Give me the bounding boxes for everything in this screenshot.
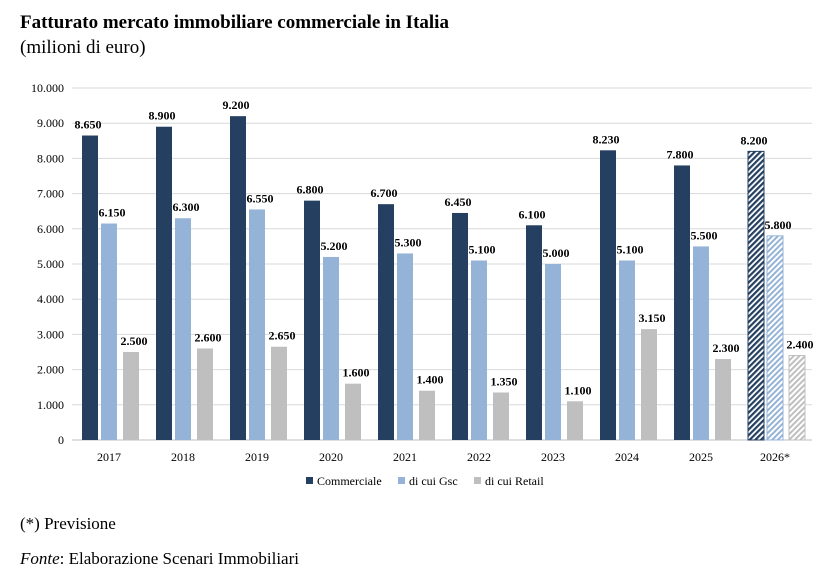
x-tick-label: 2020 (319, 450, 343, 464)
data-label: 5.500 (691, 228, 718, 242)
bar-gsc (619, 260, 635, 440)
bar-gsc (766, 235, 784, 441)
data-label: 2.600 (195, 330, 222, 344)
data-label: 6.450 (445, 195, 472, 209)
y-tick-label: 4.000 (37, 292, 64, 306)
data-label: 8.230 (593, 132, 620, 146)
data-label: 7.800 (667, 147, 694, 161)
legend-label: di cui Retail (485, 474, 544, 488)
y-tick-label: 2.000 (37, 363, 64, 377)
bar-retail (345, 383, 361, 440)
y-tick-label: 5.000 (37, 257, 64, 271)
data-label: 1.100 (565, 383, 592, 397)
y-tick-label: 9.000 (37, 116, 64, 130)
source-text: : Elaborazione Scenari Immobiliari (59, 549, 299, 568)
data-label: 9.200 (223, 98, 250, 112)
x-tick-label: 2021 (393, 450, 417, 464)
bar-commerciale (378, 204, 394, 440)
bar-retail (788, 355, 806, 441)
data-label: 3.150 (639, 311, 666, 325)
data-label: 5.300 (395, 235, 422, 249)
x-tick-label: 2024 (615, 450, 639, 464)
data-label: 5.800 (765, 218, 792, 232)
bar-retail (493, 392, 509, 440)
legend-swatch (398, 477, 405, 484)
bar-gsc (693, 246, 709, 440)
data-label: 1.400 (417, 373, 444, 387)
y-tick-label: 7.000 (37, 187, 64, 201)
legend-swatch (474, 477, 481, 484)
data-label: 5.000 (543, 246, 570, 260)
bar-commerciale (156, 126, 172, 440)
y-tick-label: 1.000 (37, 398, 64, 412)
data-label: 6.700 (371, 186, 398, 200)
bar-gsc (397, 253, 413, 440)
source-note: Fonte: Elaborazione Scenari Immobiliari (20, 549, 299, 569)
data-label: 6.800 (297, 183, 324, 197)
bar-gsc (471, 260, 487, 440)
x-tick-label: 2025 (689, 450, 713, 464)
data-label: 2.400 (787, 338, 814, 352)
chart-title: Fatturato mercato immobiliare commercial… (20, 12, 449, 33)
bar-gsc (249, 209, 265, 440)
chart-subtitle: (milioni di euro) (20, 37, 146, 58)
data-label: 5.100 (617, 242, 644, 256)
bar-commerciale (747, 150, 765, 441)
data-label: 2.500 (121, 334, 148, 348)
y-tick-label: 10.000 (31, 81, 64, 95)
data-label: 6.550 (247, 191, 274, 205)
bar-gsc (101, 223, 117, 440)
legend-swatch (306, 477, 313, 484)
bar-commerciale (230, 116, 246, 440)
data-label: 6.300 (173, 200, 200, 214)
bar-retail (567, 401, 583, 440)
bar-gsc (545, 264, 561, 440)
y-tick-label: 0 (58, 433, 64, 447)
data-label: 8.200 (741, 133, 768, 147)
y-tick-label: 6.000 (37, 222, 64, 236)
data-label: 8.650 (75, 118, 102, 132)
data-label: 5.200 (321, 239, 348, 253)
data-label: 1.350 (491, 374, 518, 388)
data-label: 1.600 (343, 366, 370, 380)
bar-retail (123, 352, 139, 440)
x-tick-label: 2026* (760, 450, 790, 464)
x-tick-label: 2022 (467, 450, 491, 464)
y-tick-label: 3.000 (37, 327, 64, 341)
bar-retail (715, 359, 731, 440)
x-tick-label: 2019 (245, 450, 269, 464)
footnote: (*) Previsione (20, 514, 116, 533)
legend-label: Commerciale (317, 474, 382, 488)
bar-commerciale (674, 165, 690, 440)
data-label: 2.650 (269, 329, 296, 343)
data-label: 6.100 (519, 207, 546, 221)
bar-commerciale (452, 212, 468, 440)
bar-commerciale (304, 200, 320, 440)
x-tick-label: 2017 (97, 450, 121, 464)
data-label: 2.300 (713, 341, 740, 355)
bar-commerciale (600, 150, 616, 440)
bar-gsc (175, 218, 191, 440)
data-label: 8.900 (149, 109, 176, 123)
bar-retail (197, 348, 213, 440)
bar-gsc (323, 256, 339, 440)
data-label: 5.100 (469, 242, 496, 256)
bar-retail (641, 329, 657, 440)
x-tick-label: 2023 (541, 450, 565, 464)
x-tick-label: 2018 (171, 450, 195, 464)
source-label: Fonte (20, 549, 60, 568)
bar-commerciale (82, 135, 98, 440)
bar-retail (271, 346, 287, 440)
y-tick-label: 8.000 (37, 151, 64, 165)
bar-commerciale (526, 225, 542, 440)
bar-retail (419, 390, 435, 440)
data-label: 6.150 (99, 206, 126, 220)
legend-label: di cui Gsc (409, 474, 458, 488)
